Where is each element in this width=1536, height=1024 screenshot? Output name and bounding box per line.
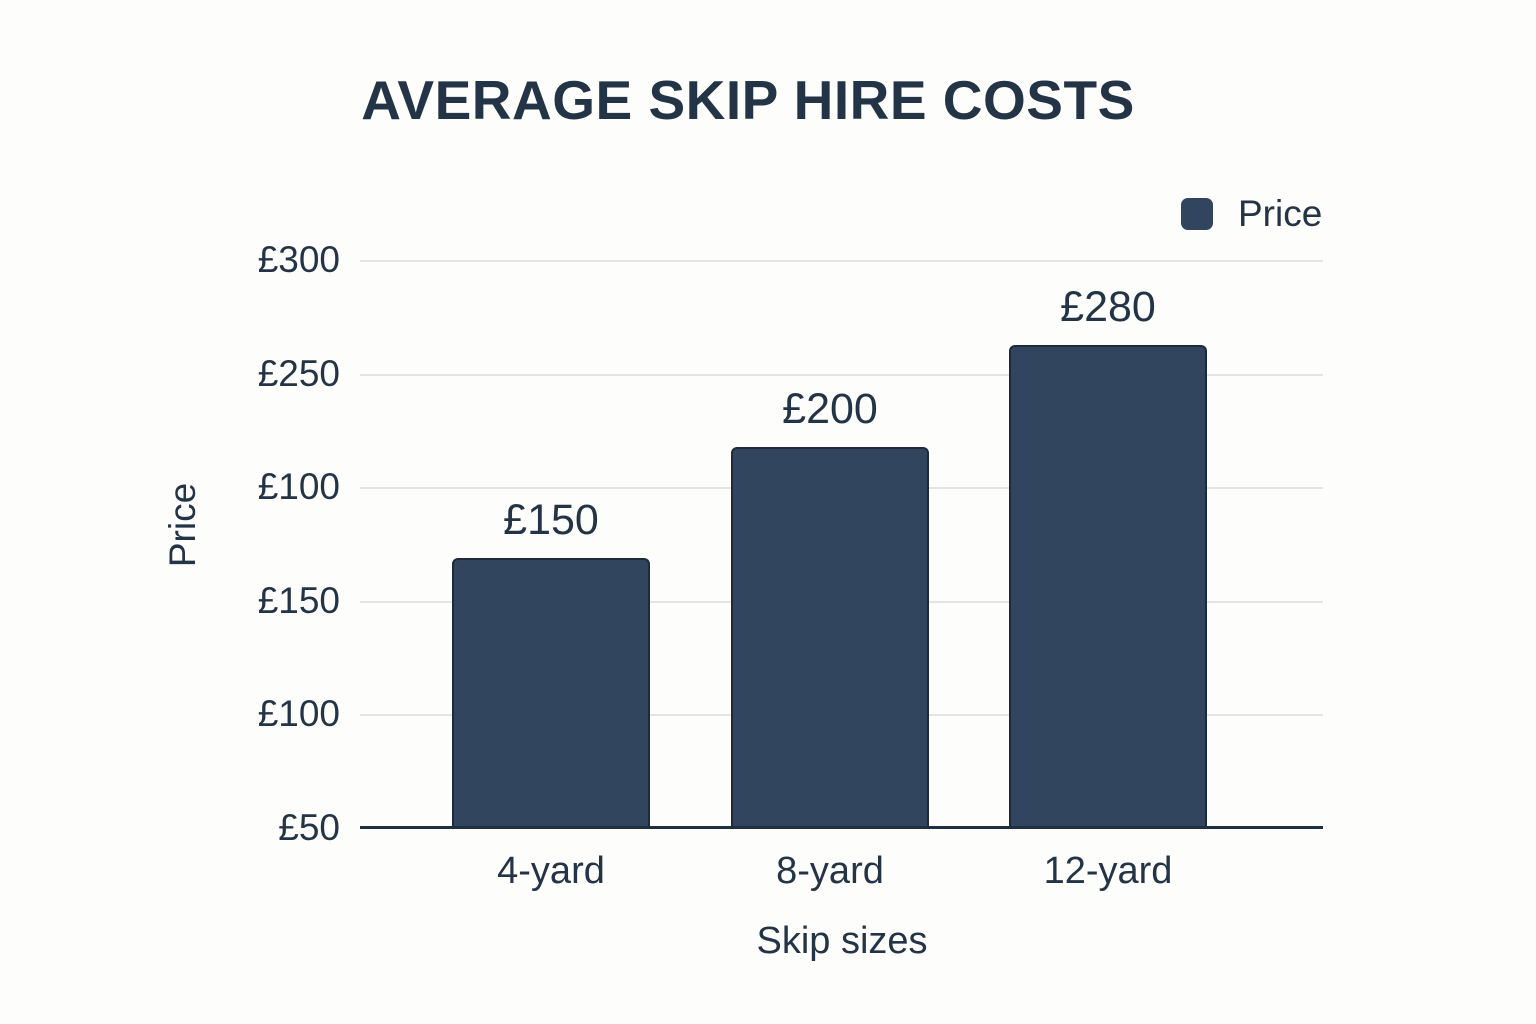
y-tick-label: £300 (257, 239, 340, 280)
bar-value-label-12-yard: £280 (1060, 283, 1156, 331)
x-tick-label-4-yard: 4-yard (497, 850, 605, 892)
legend-swatch-price (1181, 198, 1213, 230)
y-tick-label: £50 (278, 807, 340, 848)
y-tick-label: £150 (257, 579, 340, 621)
legend-label-price: Price (1238, 193, 1323, 234)
x-tick-label-8-yard: 8-yard (776, 850, 884, 892)
bar-12-yard (1009, 345, 1207, 828)
y-tick-label: £100 (257, 466, 340, 508)
bar-value-label-8-yard: £200 (782, 385, 878, 433)
gridline (360, 373, 1323, 376)
legend: Price (1181, 193, 1322, 235)
bar-value-label-4-yard: £150 (503, 496, 599, 544)
x-tick-label-12-yard: 12-yard (1043, 850, 1173, 892)
bar-4-yard (452, 558, 650, 828)
x-axis-title: Skip sizes (756, 920, 928, 962)
x-axis-line (360, 826, 1323, 829)
bar-8-yard (731, 447, 929, 828)
y-tick-label: £250 (257, 352, 340, 394)
gridline (360, 260, 1323, 262)
y-tick-label: £100 (257, 693, 340, 735)
chart-title: AVERAGE SKIP HIRE COSTS (361, 69, 1135, 131)
